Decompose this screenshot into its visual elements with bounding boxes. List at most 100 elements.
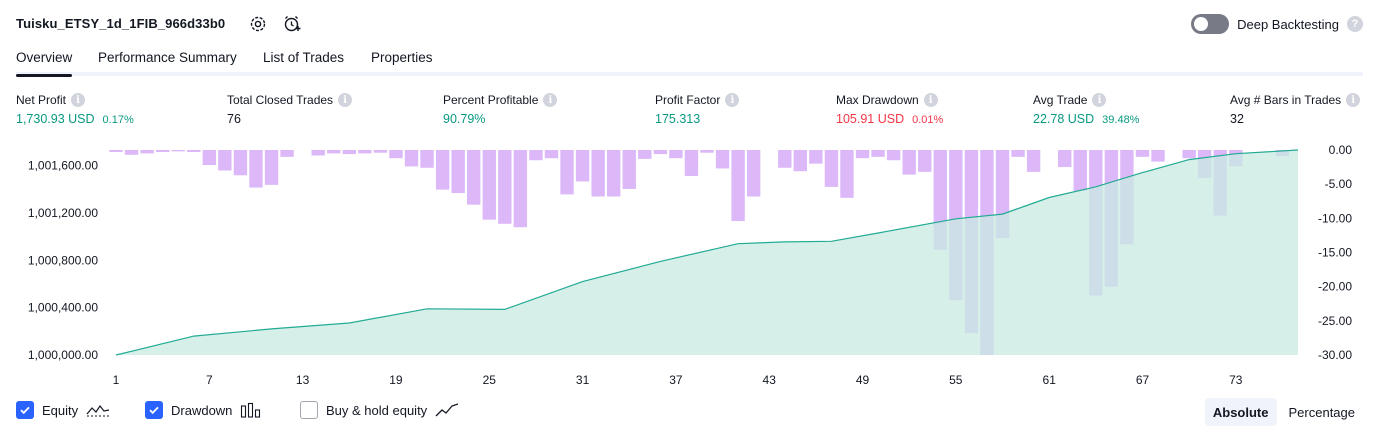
deep-backtesting-label: Deep Backtesting: [1237, 16, 1339, 32]
checkbox-checked[interactable]: [16, 401, 34, 419]
drawdown-bar: [746, 150, 761, 197]
info-icon[interactable]: i: [725, 93, 740, 107]
drawdown-bar: [420, 150, 434, 168]
drawdown-bar: [389, 150, 403, 159]
equity-drawdown-chart[interactable]: 1,000,000.00 1,000,400.00 1,000,800.00 1,00…: [0, 140, 1379, 390]
drawdown-bar: [886, 150, 901, 161]
tab-overview[interactable]: Overview: [16, 50, 73, 77]
metric-label: Avg # Bars in Trades: [1230, 93, 1342, 107]
metric-subvalue: 0.17%: [102, 114, 134, 126]
drawdown-bar: [840, 150, 854, 198]
tab-properties[interactable]: Properties: [371, 50, 433, 65]
equity-wave-icon: [86, 404, 110, 417]
legend-buy-hold-checkbox[interactable]: Buy & hold equity: [300, 401, 459, 419]
metric-value: 105.91 USD: [836, 112, 905, 126]
metric-label: Max Drawdown: [836, 93, 919, 107]
drawdown-bar: [1073, 150, 1087, 191]
strategy-title: Tuisku_ETSY_1d_1FIB_966d33b0: [16, 16, 226, 31]
metric-subvalue: 0.01%: [912, 114, 944, 126]
drawdown-bar: [731, 150, 745, 222]
strategy-header: Tuisku_ETSY_1d_1FIB_966d33b0 Deep Backte…: [16, 12, 1363, 38]
drawdown-bar: [1011, 150, 1025, 157]
deep-backtesting-toggle[interactable]: [1191, 14, 1230, 34]
y-right-tick-label: -30.00: [1318, 348, 1352, 362]
info-icon[interactable]: i: [923, 93, 938, 107]
metric-max-drawdown: Max Drawdown i 105.91 USD 0.01%: [836, 93, 943, 126]
metric-value: 32: [1230, 112, 1244, 126]
x-tick-label: 67: [1136, 373, 1150, 387]
legend-drawdown-checkbox[interactable]: Drawdown: [145, 401, 262, 419]
drawdown-bar: [249, 150, 263, 188]
y-left-tick-label: 1,001,200.00: [28, 206, 98, 220]
settings-gear-icon[interactable]: [248, 14, 268, 34]
drawdown-bar: [467, 150, 481, 205]
checkbox-checked[interactable]: [145, 401, 163, 419]
y-left-tick-label: 1,001,600.00: [28, 159, 98, 173]
drawdown-bar: [451, 150, 465, 194]
drawdown-bar: [638, 150, 652, 159]
help-icon[interactable]: ?: [1347, 16, 1363, 32]
drawdown-bar: [435, 150, 450, 190]
y-left-tick-label: 1,000,400.00: [28, 301, 98, 315]
absolute-button[interactable]: Absolute: [1204, 398, 1277, 426]
drawdown-bar: [342, 150, 356, 155]
drawdown-bar: [218, 150, 232, 171]
legend-equity-label: Equity: [42, 402, 79, 418]
x-tick-label: 31: [576, 373, 590, 387]
metric-avg-trade: Avg Trade i 22.78 USD 39.48%: [1033, 93, 1139, 126]
metric-percent-profitable: Percent Profitable i 90.79%: [443, 93, 558, 126]
deep-backtesting-control: Deep Backtesting ?: [1191, 12, 1363, 36]
scale-toggle: Absolute Percentage: [1204, 398, 1363, 426]
y-right-tick-label: -5.00: [1325, 177, 1353, 191]
chart-legend: Equity Drawdown Buy & hold equity Absolu…: [16, 398, 1363, 426]
drawdown-bar: [233, 150, 248, 176]
checkbox-unchecked[interactable]: [300, 401, 318, 419]
metric-value: 76: [227, 112, 241, 126]
drawdown-bar: [358, 150, 372, 154]
equity-area: [116, 150, 1298, 355]
x-tick-label: 7: [206, 373, 213, 387]
drawdown-bar: [109, 150, 123, 153]
drawdown-bar: [669, 150, 683, 159]
drawdown-bar: [871, 150, 885, 157]
drawdown-bar: [575, 150, 590, 182]
metric-label: Avg Trade: [1033, 93, 1088, 107]
info-icon[interactable]: i: [338, 93, 353, 107]
metric-value: 90.79%: [443, 112, 486, 126]
drawdown-bar: [622, 150, 636, 189]
drawdown-bar: [404, 150, 419, 167]
drawdown-bar: [155, 150, 170, 153]
y-right-tick-label: -10.00: [1318, 211, 1352, 225]
drawdown-bar: [653, 150, 668, 155]
drawdown-bar: [1151, 150, 1165, 162]
x-tick-label: 13: [296, 373, 310, 387]
y-left-tick-label: 1,000,000.00: [28, 348, 98, 362]
metric-label: Net Profit: [16, 93, 67, 107]
drawdown-bar: [373, 150, 388, 153]
info-icon[interactable]: i: [1346, 93, 1361, 107]
x-tick-label: 37: [669, 373, 683, 387]
metric-value: 175.313: [655, 112, 701, 126]
info-icon[interactable]: i: [543, 93, 558, 107]
metric-value: 22.78 USD: [1033, 112, 1095, 126]
y-right-tick-label: 0.00: [1329, 143, 1353, 157]
tab-performance-summary[interactable]: Performance Summary: [98, 50, 237, 65]
drawdown-bar: [498, 150, 512, 224]
metric-label: Profit Factor: [655, 93, 721, 107]
report-tabs: Overview Performance Summary List of Tra…: [16, 46, 1363, 77]
metric-net-profit: Net Profit i 1,730.93 USD 0.17%: [16, 93, 134, 126]
metric-label: Percent Profitable: [443, 93, 539, 107]
add-alert-clock-icon[interactable]: [282, 14, 302, 34]
drawdown-bar: [124, 150, 139, 155]
info-icon[interactable]: i: [1092, 93, 1107, 107]
drawdown-bar: [1182, 150, 1196, 159]
drawdown-bar: [684, 150, 699, 176]
info-icon[interactable]: i: [71, 93, 86, 107]
drawdown-bar: [171, 150, 185, 152]
tab-list-of-trades[interactable]: List of Trades: [263, 50, 345, 65]
percentage-button[interactable]: Percentage: [1288, 404, 1356, 420]
y-right-tick-label: -15.00: [1318, 246, 1352, 260]
y-right-tick-label: -25.00: [1318, 314, 1352, 328]
drawdown-bar: [187, 150, 201, 153]
legend-equity-checkbox[interactable]: Equity: [16, 401, 110, 419]
